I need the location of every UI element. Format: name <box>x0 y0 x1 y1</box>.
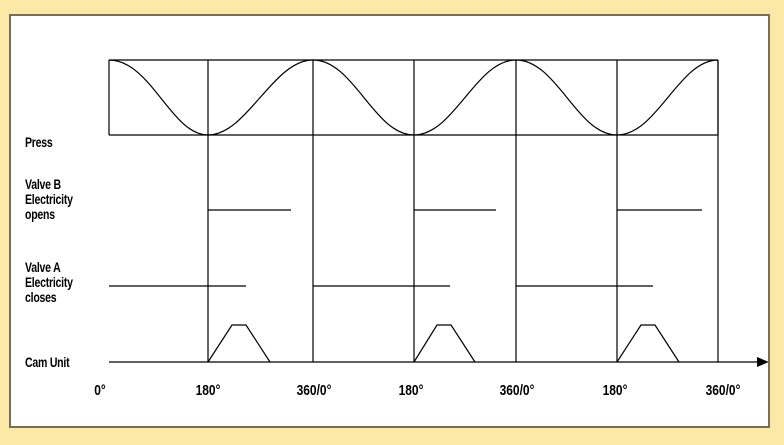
valve-a-label-line-3: closes <box>25 290 57 305</box>
timing-diagram <box>108 59 768 367</box>
cam-pulse-1 <box>207 324 271 363</box>
cam-pulse-3 <box>616 324 680 363</box>
cam-pulse-2 <box>413 324 476 363</box>
valve-a-label: Valve A Electricity closes <box>25 260 73 305</box>
tick-label-1: 180° <box>195 382 221 399</box>
valve-b-label: Valve B Electricity opens <box>25 177 73 222</box>
press-curve <box>108 59 719 136</box>
diagram-panel: Press Valve B Electricity opens Valve A … <box>9 14 770 428</box>
valve-b-label-line-3: opens <box>25 207 55 222</box>
x-axis-arrowhead <box>757 357 768 367</box>
valve-b-label-line-1: Valve B <box>25 177 61 192</box>
valve-a-label-line-1: Valve A <box>25 260 61 275</box>
valve-a-label-line-2: Electricity <box>25 275 73 290</box>
tick-label-3: 180° <box>398 382 424 399</box>
valve-b-label-line-2: Electricity <box>25 192 73 207</box>
tick-label-4: 360/0° <box>499 382 535 399</box>
cam-unit-label: Cam Unit <box>25 355 70 370</box>
tick-label-6: 360/0° <box>705 382 741 399</box>
press-label: Press <box>25 135 53 150</box>
tick-label-5: 180° <box>602 382 628 399</box>
tick-label-2: 360/0° <box>296 382 332 399</box>
tick-label-0: 0° <box>94 382 106 399</box>
